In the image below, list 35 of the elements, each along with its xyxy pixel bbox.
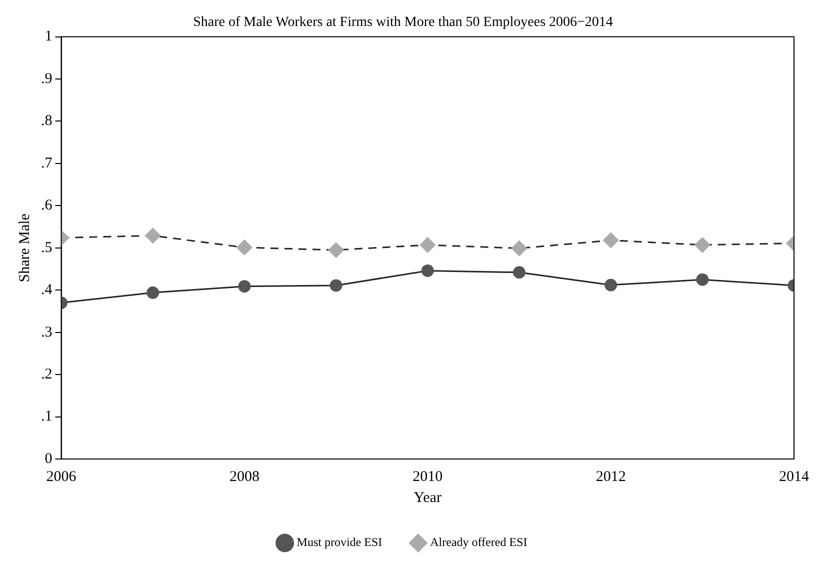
point bbox=[512, 266, 526, 279]
y-tick-label: .2 bbox=[41, 366, 52, 382]
point bbox=[604, 278, 618, 292]
chart-title: Share of Male Workers at Firms with More than 50 Employees 2006−2014 bbox=[193, 15, 613, 30]
y-axis-title: Share Male bbox=[16, 213, 33, 282]
y-tick-label: .6 bbox=[41, 198, 53, 214]
point bbox=[236, 240, 252, 256]
x-axis-title: Year bbox=[414, 490, 442, 506]
y-tick-label: .5 bbox=[41, 240, 52, 256]
point bbox=[421, 264, 434, 277]
point bbox=[328, 242, 344, 258]
point bbox=[511, 240, 527, 256]
x-tick-label: 2014 bbox=[779, 468, 810, 485]
point bbox=[694, 237, 710, 253]
x-tick-label: 2006 bbox=[46, 468, 77, 485]
point bbox=[146, 286, 160, 299]
y-tick-label: 0 bbox=[44, 450, 52, 467]
point bbox=[696, 273, 709, 286]
legend-label: Already offered ESI bbox=[430, 535, 528, 550]
y-tick-label: 1 bbox=[44, 28, 52, 45]
x-tick-label: 2008 bbox=[229, 468, 260, 485]
legend-label: Must provide ESI bbox=[296, 535, 382, 550]
x-tick-label: 2010 bbox=[412, 468, 443, 485]
point bbox=[238, 280, 251, 293]
point bbox=[420, 237, 436, 253]
point bbox=[145, 228, 161, 244]
point bbox=[603, 232, 619, 248]
y-tick-label: .4 bbox=[41, 282, 53, 298]
y-tick-label: .7 bbox=[41, 155, 53, 172]
y-tick-label: .1 bbox=[41, 408, 52, 425]
y-tick-label: .3 bbox=[41, 324, 52, 340]
point bbox=[330, 279, 342, 292]
y-tick-label: .9 bbox=[41, 70, 52, 87]
x-tick-label: 2012 bbox=[596, 468, 626, 485]
y-tick-label: .8 bbox=[41, 113, 52, 130]
